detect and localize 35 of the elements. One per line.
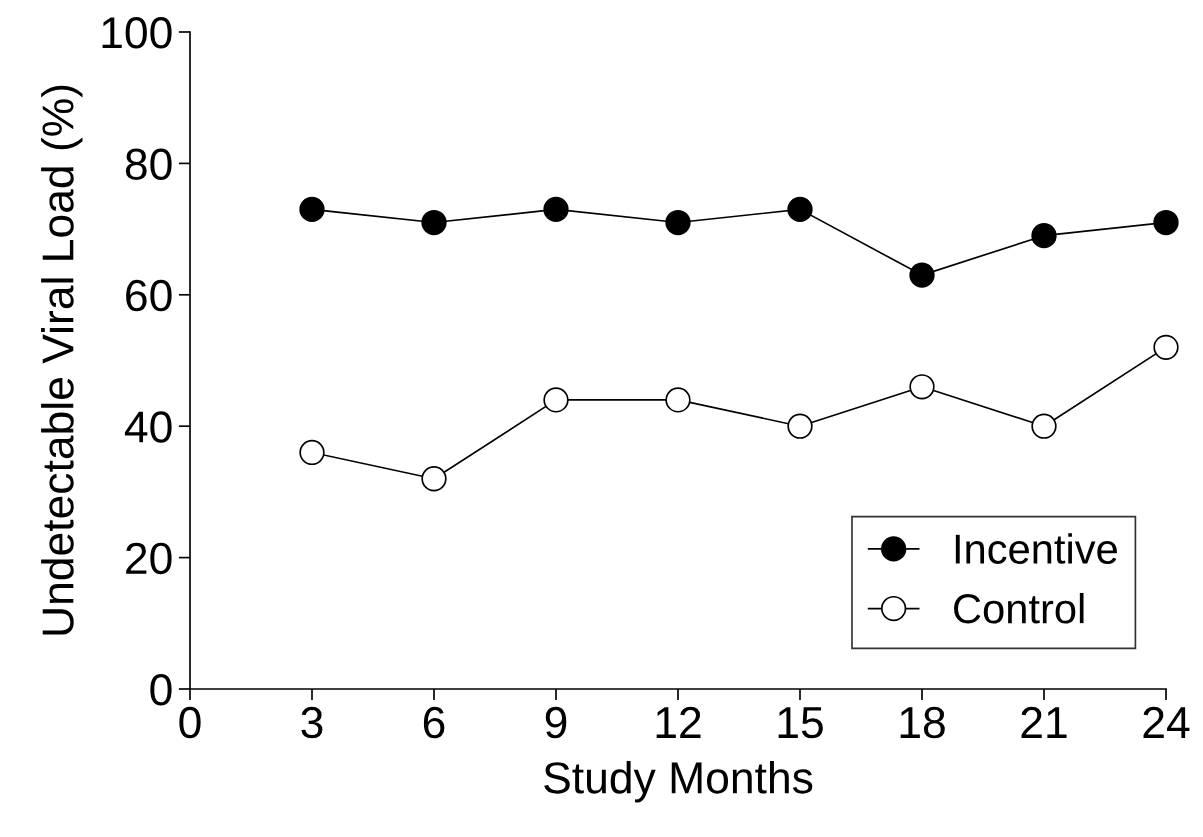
legend-label: Control <box>954 592 1084 624</box>
point <box>299 439 325 466</box>
y-tick-label: 60 <box>126 279 172 312</box>
point <box>299 196 325 223</box>
point <box>543 196 569 223</box>
x-tick-label: 12 <box>656 706 701 738</box>
y-tick-label: 100 <box>102 17 172 49</box>
y-tick-label: 80 <box>125 148 172 180</box>
y-tick-label: 0 <box>150 674 172 706</box>
point <box>665 209 691 236</box>
y-axis-title: Undetectable Viral Load (%) <box>41 85 83 635</box>
point <box>1153 209 1179 236</box>
legend-label: Incentive <box>955 533 1117 564</box>
point <box>421 466 447 492</box>
x-tick-label: 15 <box>778 707 823 739</box>
y-tick-label: 20 <box>126 542 172 575</box>
point <box>543 387 569 413</box>
y-tick-label: 40 <box>124 411 172 443</box>
x-tick-label: 24 <box>1143 706 1190 738</box>
point <box>787 413 813 439</box>
x-tick-label: 18 <box>900 706 945 739</box>
point <box>909 374 935 400</box>
x-axis-title: Study Months <box>544 760 813 803</box>
point <box>665 387 691 413</box>
point <box>909 262 935 288</box>
point <box>421 209 447 236</box>
point <box>1153 334 1179 361</box>
x-tick-label: 6 <box>423 706 445 739</box>
x-tick-label: 3 <box>301 706 323 739</box>
point <box>1031 413 1057 439</box>
x-tick-label: 21 <box>1021 706 1067 738</box>
x-tick-label: 0 <box>179 706 201 739</box>
point <box>787 196 813 223</box>
x-tick-label: 9 <box>545 706 567 739</box>
point <box>1031 223 1057 249</box>
